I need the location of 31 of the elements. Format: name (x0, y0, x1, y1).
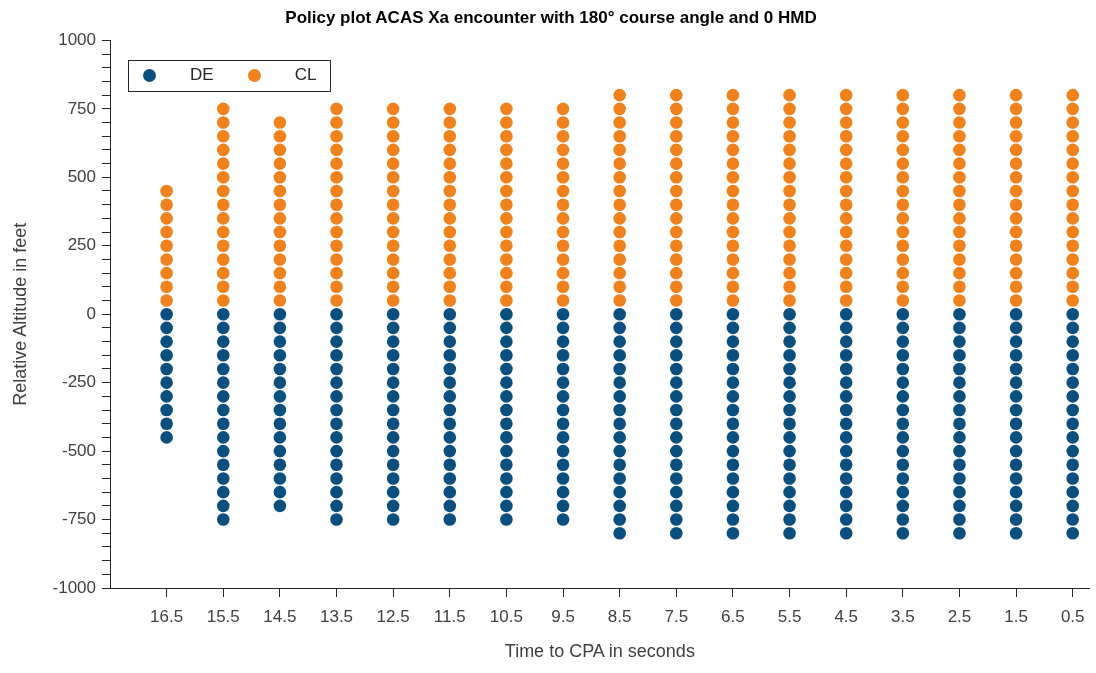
y-axis-title: Relative Altitude in feet (9, 222, 30, 406)
x-tick-label: 10.5 (489, 606, 523, 626)
x-tick-label: 7.5 (664, 606, 689, 626)
y-tick-label: 250 (67, 235, 96, 255)
y-tick-label: -750 (61, 509, 96, 529)
x-tick-label: 16.5 (150, 606, 184, 626)
x-axis-title: Time to CPA in seconds (504, 641, 695, 662)
x-tick-label: 13.5 (319, 606, 354, 626)
x-tick-label: 12.5 (376, 606, 410, 626)
y-tick-label: 750 (67, 98, 96, 118)
y-tick-label: 500 (67, 166, 96, 186)
y-tick-label: -500 (61, 440, 96, 460)
x-tick-label: 11.5 (433, 606, 466, 626)
x-tick-label: 0.5 (1060, 606, 1085, 626)
x-tick-label: 2.5 (947, 606, 972, 626)
y-tick-label: -250 (61, 372, 96, 392)
x-tick-label: 1.5 (1004, 606, 1028, 626)
x-tick-label: 14.5 (263, 606, 297, 626)
x-tick-label: 9.5 (551, 606, 575, 626)
y-tick-label: 1000 (58, 30, 96, 50)
y-tick-label: -1000 (52, 577, 96, 597)
y-tick-label: 0 (86, 303, 96, 323)
x-tick-label: 15.5 (206, 606, 240, 626)
x-tick-label: 4.5 (834, 606, 859, 626)
chart-title: Policy plot ACAS Xa encounter with 180° course angle and 0 HMD (285, 7, 817, 27)
x-tick-label: 6.5 (721, 606, 745, 626)
legend-label: CL (294, 65, 317, 85)
x-tick-label: 3.5 (891, 606, 915, 626)
x-tick-label: 5.5 (777, 606, 802, 626)
legend-label: DE (190, 65, 214, 85)
x-tick-label: 8.5 (607, 606, 632, 626)
